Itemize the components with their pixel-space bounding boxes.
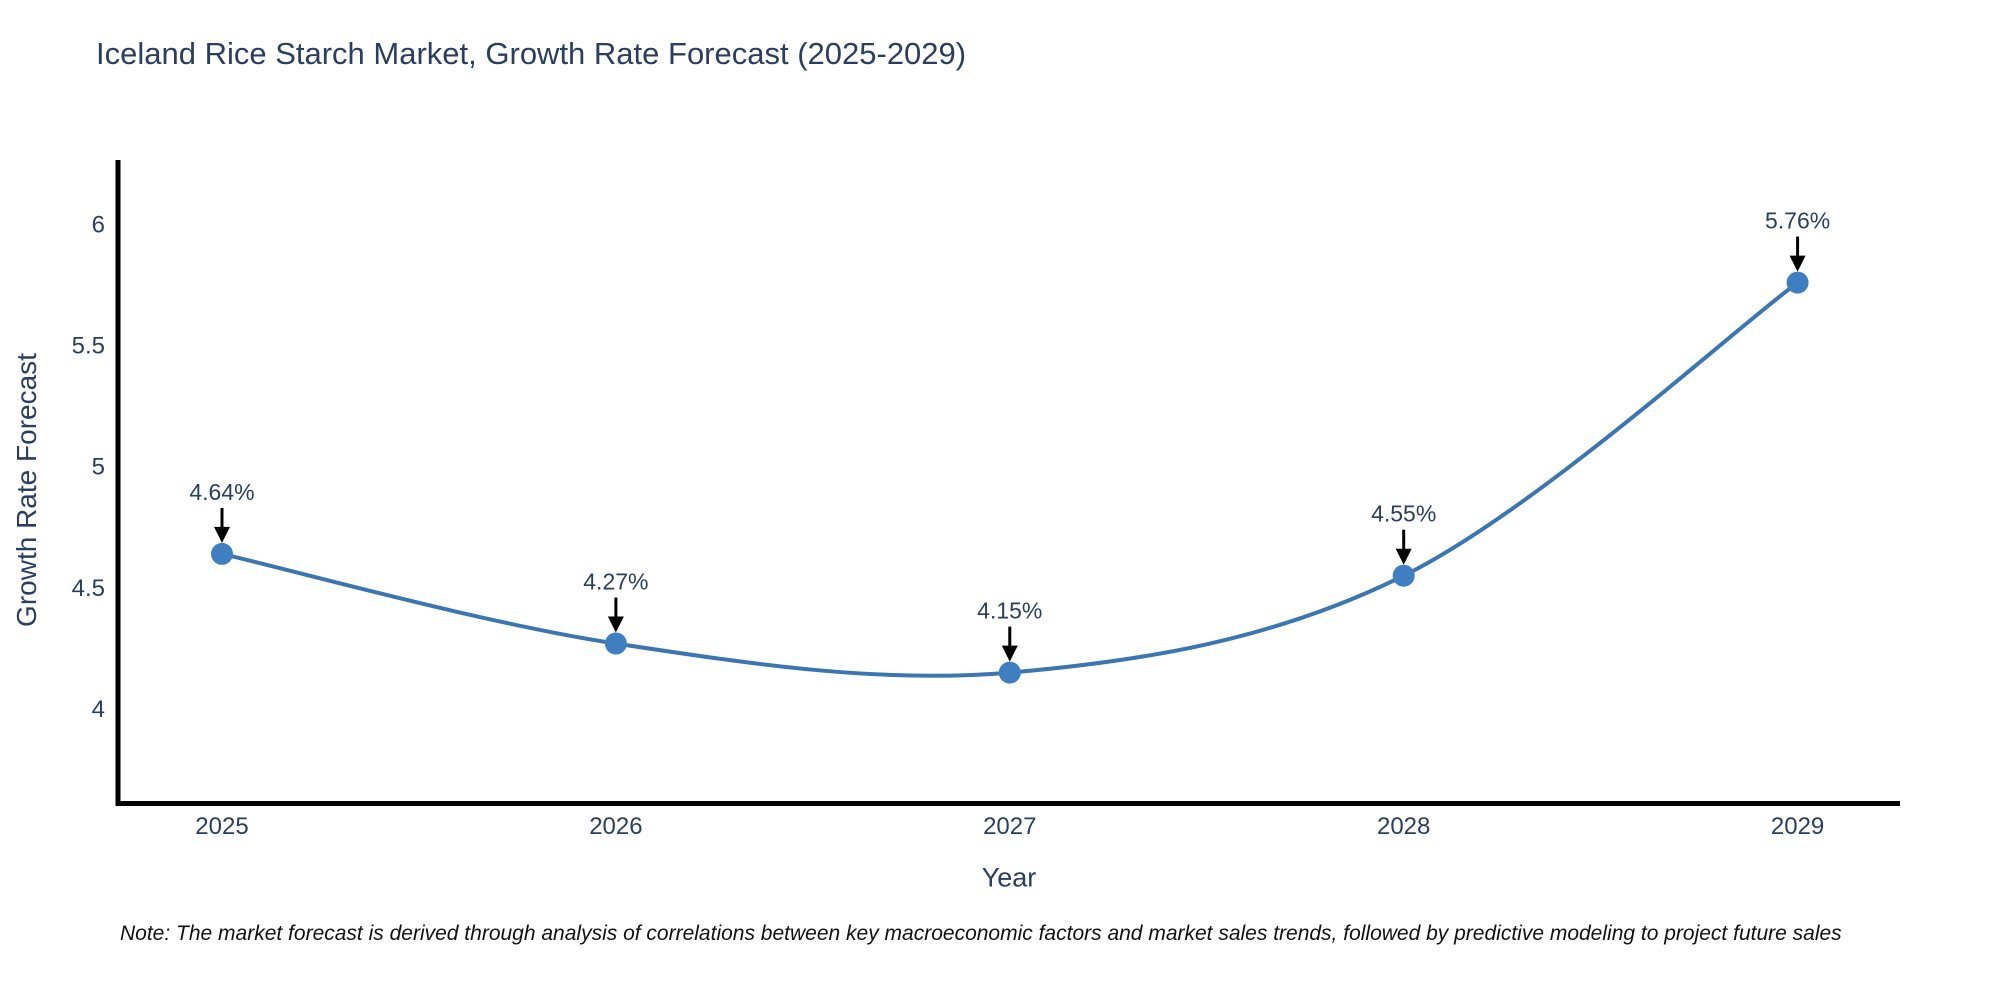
- data-point-marker: [604, 632, 627, 655]
- y-tick-label: 6: [92, 211, 105, 238]
- annotation-arrowhead: [213, 526, 230, 543]
- annotation-label: 5.76%: [1765, 208, 1830, 234]
- chart-title: Iceland Rice Starch Market, Growth Rate …: [96, 36, 967, 71]
- annotation-label: 4.15%: [977, 598, 1042, 624]
- annotation-arrowhead: [1789, 255, 1806, 272]
- x-tick-label: 2029: [1771, 813, 1824, 840]
- x-tick-label: 2026: [589, 813, 642, 840]
- annotation-arrowhead: [607, 616, 624, 633]
- annotation-label: 4.55%: [1371, 501, 1436, 527]
- annotation-label: 4.27%: [583, 569, 648, 595]
- annotation-arrowhead: [1001, 645, 1018, 662]
- data-point-marker: [1392, 564, 1415, 587]
- y-tick-label: 5: [92, 454, 105, 481]
- y-axis-title: Growth Rate Forecast: [11, 353, 42, 627]
- annotation-arrowhead: [1395, 548, 1412, 565]
- data-point-marker: [998, 661, 1021, 684]
- y-tick-label: 4: [92, 696, 105, 723]
- data-point-marker: [1786, 271, 1809, 294]
- footnote: Note: The market forecast is derived thr…: [120, 922, 1842, 945]
- data-point-marker: [210, 542, 233, 565]
- y-tick-label: 4.5: [72, 575, 105, 602]
- x-axis-title: Year: [981, 862, 1037, 893]
- y-tick-label: 5.5: [72, 333, 105, 360]
- x-tick-label: 2025: [195, 813, 248, 840]
- annotation-label: 4.64%: [189, 479, 254, 505]
- x-tick-label: 2027: [983, 813, 1036, 840]
- x-tick-label: 2028: [1377, 813, 1430, 840]
